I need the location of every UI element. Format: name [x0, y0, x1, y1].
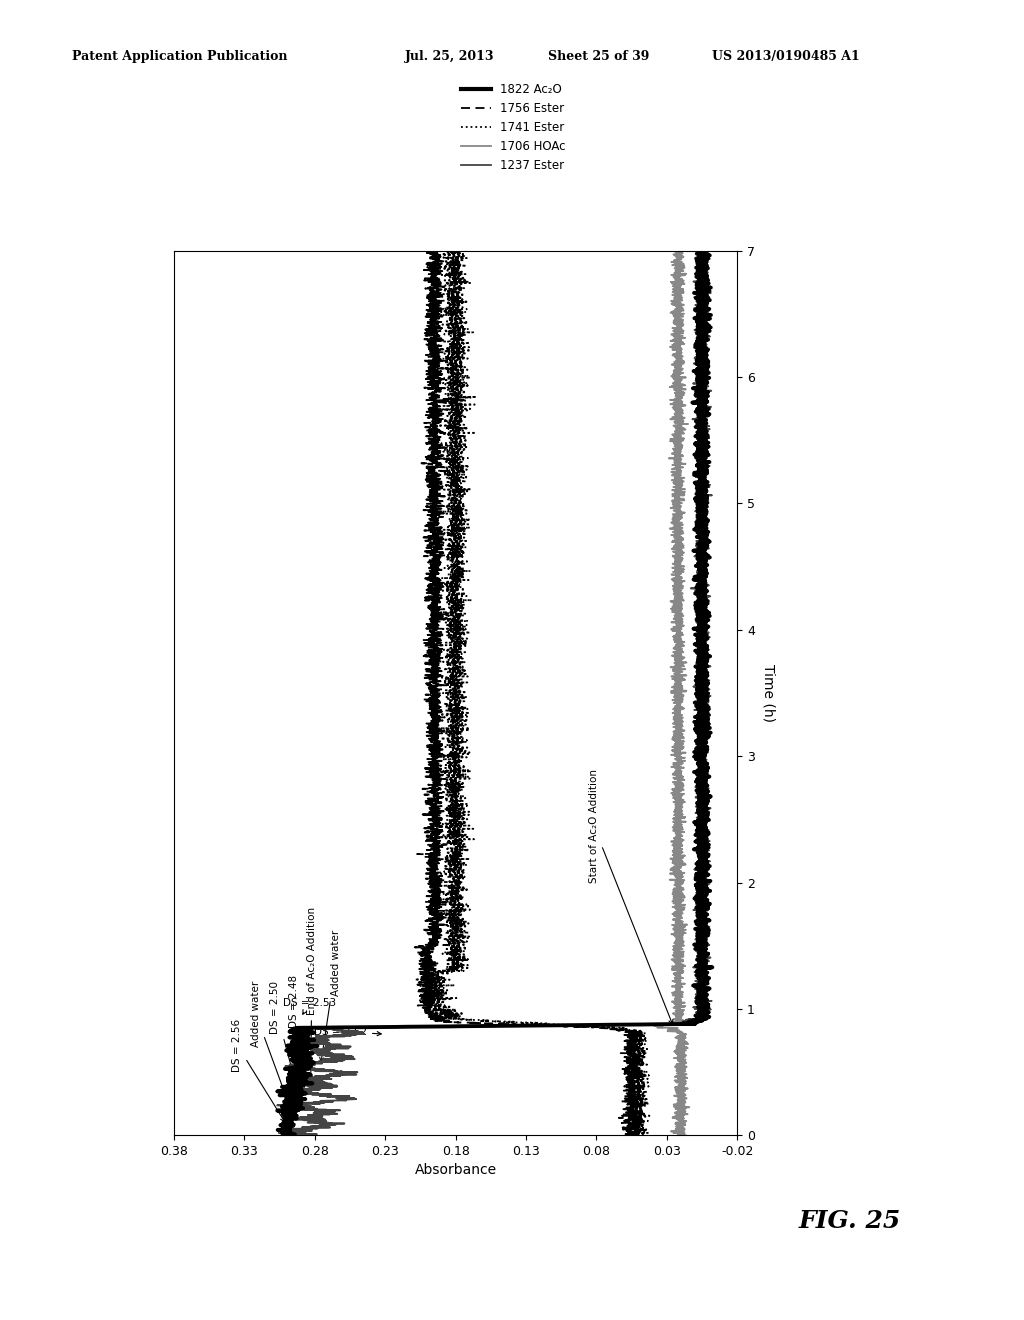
Text: DS = 2.52: DS = 2.52	[313, 1027, 381, 1036]
Legend: 1822 Ac₂O, 1756 Ester, 1741 Ester, 1706 HOAc, 1237 Ester: 1822 Ac₂O, 1756 Ester, 1741 Ester, 1706 …	[457, 78, 570, 177]
Text: Jul. 25, 2013: Jul. 25, 2013	[404, 50, 494, 63]
Y-axis label: Time (h): Time (h)	[762, 664, 776, 722]
Text: FIG. 25: FIG. 25	[799, 1209, 901, 1233]
Text: DS = 2.50: DS = 2.50	[270, 981, 299, 1093]
Text: Patent Application Publication: Patent Application Publication	[72, 50, 287, 63]
Text: DS = 2.48: DS = 2.48	[289, 974, 306, 1086]
Text: Added water: Added water	[319, 931, 341, 1061]
Text: End of Ac₂O Addition: End of Ac₂O Addition	[307, 907, 317, 1081]
Text: Added water: Added water	[251, 981, 290, 1106]
Text: US 2013/0190485 A1: US 2013/0190485 A1	[712, 50, 859, 63]
Text: Sheet 25 of 39: Sheet 25 of 39	[548, 50, 649, 63]
X-axis label: Absorbance: Absorbance	[415, 1163, 497, 1177]
Text: DS = 2.53: DS = 2.53	[283, 998, 336, 1014]
Text: DS = 2.56: DS = 2.56	[232, 1019, 285, 1122]
Text: Start of Ac₂O Addition: Start of Ac₂O Addition	[589, 768, 673, 1024]
